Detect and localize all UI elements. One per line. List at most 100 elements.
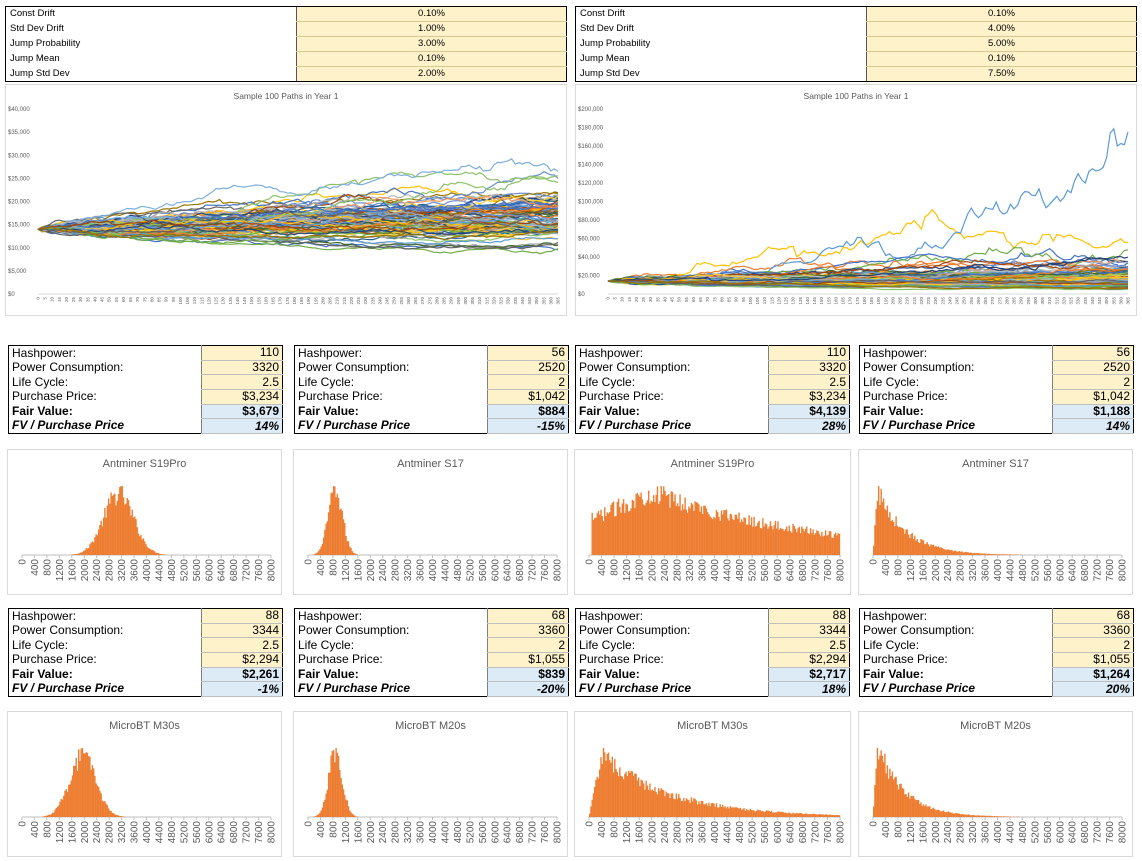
histogram-bar (686, 512, 689, 555)
histogram-bar (910, 534, 912, 555)
spec-label: Purchase Price: (12, 389, 97, 404)
spec-value: 2 (1052, 374, 1134, 390)
y-tick-label: $60,000 (578, 237, 600, 243)
histogram-bar (147, 548, 150, 555)
y-tick-label: $35,000 (8, 130, 30, 136)
histogram-bar (55, 807, 58, 817)
x-tick-label: 265 (983, 297, 988, 305)
x-tick-label: 1600 (918, 821, 929, 844)
histogram-bar (757, 522, 759, 555)
histogram-bar (899, 527, 901, 555)
histogram-bar (106, 805, 109, 817)
histogram-bar (783, 812, 785, 817)
spec-label: Power Consumption: (12, 622, 124, 637)
histogram-bar (889, 768, 891, 817)
histogram-bar (152, 550, 155, 555)
spec-value: 2.5 (201, 637, 283, 653)
histogram-bar (615, 769, 617, 817)
x-tick-label: 320 (491, 297, 496, 305)
miner-spec-table: Hashpower: 88 Power Consumption: 3344 Life C… (8, 608, 283, 697)
x-tick-label: 3200 (685, 559, 696, 582)
histogram-bar (988, 815, 991, 817)
histogram-bar (704, 804, 706, 817)
x-tick-label: 60 (691, 297, 696, 303)
x-tick-label: 7600 (540, 821, 551, 844)
histogram-bar (74, 765, 76, 817)
x-tick-label: 350 (534, 297, 539, 305)
spec-value: $2,261 (201, 666, 283, 683)
histogram-bar (319, 812, 321, 817)
spec-row-fv: Fair Value: $1,188 (860, 403, 1134, 420)
x-tick-label: 8000 (1118, 821, 1129, 844)
histogram-bar (50, 814, 53, 817)
histogram-bar (609, 760, 611, 817)
histogram-bar (79, 761, 81, 817)
x-tick-label: 325 (1069, 297, 1074, 305)
histogram-bar (689, 802, 691, 817)
histogram-bar (922, 540, 925, 555)
x-tick-label: 290 (449, 297, 454, 305)
histogram-bar (719, 520, 721, 555)
histogram-bar (753, 516, 755, 555)
histogram-bar (905, 529, 907, 555)
histogram-bar (114, 814, 116, 817)
histogram-bar (826, 814, 828, 817)
histogram-bar (341, 784, 344, 817)
histogram-bar (876, 500, 879, 555)
histogram-bar (723, 510, 725, 555)
histogram-bar (656, 486, 659, 555)
histogram-bar (615, 515, 617, 555)
histogram-bar (322, 801, 325, 817)
spec-value: $1,055 (487, 652, 569, 668)
spec-row-fv: Fair Value: $2,717 (576, 666, 850, 683)
histogram-bar (827, 534, 829, 555)
spec-label: Life Cycle: (863, 374, 920, 389)
histogram-bar (729, 806, 731, 817)
x-tick-label: 7600 (1105, 821, 1116, 844)
x-tick-label: 50 (677, 297, 682, 303)
spec-row-price: Purchase Price: $2,294 (576, 652, 850, 668)
histogram-bar (718, 807, 720, 817)
histogram-bar (801, 813, 803, 817)
x-tick-label: 195 (883, 297, 888, 305)
x-tick-label: 55 (684, 297, 689, 303)
histogram-bar (604, 507, 606, 555)
spec-label: FV / Purchase Price (12, 418, 125, 433)
histogram-bar (635, 494, 637, 555)
histogram-bar (929, 546, 931, 555)
x-tick-label: 5600 (192, 821, 203, 844)
histogram-bar (63, 795, 65, 817)
x-tick-label: 7600 (254, 821, 265, 844)
histogram-bar (675, 793, 677, 817)
histogram-bar (596, 513, 598, 555)
x-tick-label: 265 (413, 297, 418, 305)
histogram-bar (646, 500, 649, 555)
histogram-bar (709, 516, 711, 555)
histogram-bar (141, 539, 143, 555)
y-tick-label: $80,000 (578, 218, 600, 224)
x-tick-label: 2400 (92, 821, 103, 844)
histogram-bar (344, 794, 346, 817)
y-tick-label: $140,000 (578, 163, 604, 169)
param-label: Jump Mean (575, 51, 867, 67)
histogram-bar (663, 790, 665, 817)
histogram-bar (101, 526, 104, 555)
histogram-bar (80, 748, 82, 817)
histogram-bar (87, 547, 90, 555)
x-tick-label: 35 (655, 297, 660, 303)
histogram-bar (783, 530, 785, 555)
x-tick-label: 3200 (685, 821, 696, 844)
histogram-bar (948, 549, 951, 555)
x-tick-label: 340 (1090, 297, 1095, 305)
spec-row-life: Life Cycle: 2 (295, 637, 569, 653)
histogram-bar (686, 799, 689, 817)
chart-title: Sample 100 Paths in Year 1 (234, 91, 339, 101)
x-tick-label: 0 (18, 559, 29, 565)
x-tick-label: 295 (1026, 297, 1031, 305)
spec-row-life: Life Cycle: 2.5 (9, 374, 283, 390)
histogram-bar (336, 752, 339, 817)
histogram-bar (943, 811, 946, 817)
spec-label: Hashpower: (863, 345, 928, 360)
x-tick-label: 230 (363, 297, 368, 305)
